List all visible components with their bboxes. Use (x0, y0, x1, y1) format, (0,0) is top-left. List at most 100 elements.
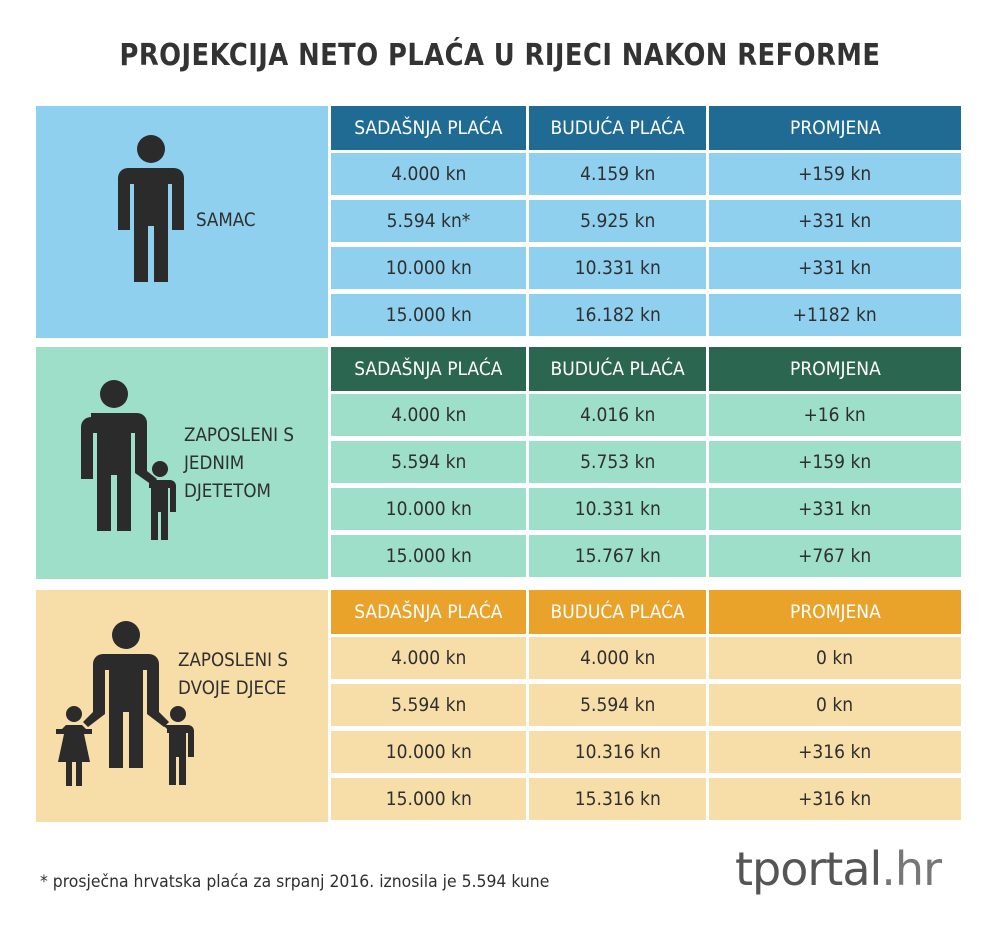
table-cell: 15.000 kn (331, 294, 526, 336)
table-cell-value: +1182 kn (792, 304, 878, 326)
table-cell-value: 10.000 kn (385, 498, 472, 520)
table-cell-value: 5.925 kn (579, 210, 656, 232)
page-title: PROJEKCIJA NETO PLAĆA U RIJECI NAKON REF… (119, 38, 881, 73)
section-1: ZAPOSLENI S JEDNIM DJETETOM SADAŠNJA PLAĆ… (36, 347, 961, 579)
table-cell: +16 kn (709, 394, 961, 436)
table-cell: +159 kn (709, 441, 961, 483)
table-cell-value: 5.753 kn (579, 451, 656, 473)
table-cell: +159 kn (709, 153, 961, 195)
column-header: BUDUĆA PLAĆA (529, 106, 706, 150)
table-cell-value: 10.316 kn (574, 741, 661, 763)
table-cell-value: +316 kn (798, 741, 872, 763)
table-cell-value: 15.000 kn (385, 304, 472, 326)
table-cell: 4.000 kn (331, 394, 526, 436)
table-cell: 4.000 kn (331, 153, 526, 195)
table-cell-value: +331 kn (798, 210, 872, 232)
table-cell: 5.925 kn (529, 200, 706, 242)
section-0: SAMAC SADAŠNJA PLAĆA BUDUĆA PLAĆA PROMJENA 4… (36, 106, 961, 338)
table-cell: 5.753 kn (529, 441, 706, 483)
table-cell-value: 15.767 kn (574, 545, 661, 567)
table-cell-value: 4.000 kn (390, 404, 467, 426)
table-cell: 0 kn (709, 684, 961, 726)
table-cell: 4.000 kn (331, 637, 526, 679)
table-cell: 0 kn (709, 637, 961, 679)
column-header: SADAŠNJA PLAĆA (331, 106, 526, 150)
column-header: PROMJENA (709, 106, 961, 150)
table-cell: 10.000 kn (331, 488, 526, 530)
table-cell-value: 5.594 kn* (386, 210, 471, 232)
logo-dot: . (881, 842, 896, 896)
category-panel: SAMAC (36, 106, 328, 338)
column-header-label: SADAŠNJA PLAĆA (354, 117, 503, 139)
table-cell: +767 kn (709, 535, 961, 577)
table-cell: 5.594 kn* (331, 200, 526, 242)
category-panel: ZAPOSLENI S JEDNIM DJETETOM (36, 347, 328, 579)
table-cell: +316 kn (709, 778, 961, 820)
table-cell: +316 kn (709, 731, 961, 773)
column-header: BUDUĆA PLAĆA (529, 590, 706, 634)
table-cell-value: 4.159 kn (579, 163, 656, 185)
table-cell: 10.000 kn (331, 247, 526, 289)
table-cell-value: 10.331 kn (574, 257, 661, 279)
table-cell-value: 5.594 kn (390, 694, 467, 716)
table-cell-value: +331 kn (798, 257, 872, 279)
table-cell: +1182 kn (709, 294, 961, 336)
table-cell: 4.159 kn (529, 153, 706, 195)
table-cell-value: 4.016 kn (579, 404, 656, 426)
table-cell: 4.000 kn (529, 637, 706, 679)
table-cell: 16.182 kn (529, 294, 706, 336)
table-cell-value: 15.000 kn (385, 788, 472, 810)
table-cell: 15.000 kn (331, 778, 526, 820)
column-header-label: BUDUĆA PLAĆA (550, 358, 685, 380)
table-cell: 5.594 kn (529, 684, 706, 726)
category-label: SAMAC (196, 209, 256, 231)
column-header-label: PROMJENA (789, 601, 881, 623)
parent-with-one-child-icon (74, 379, 184, 549)
table-cell-value: 5.594 kn (390, 451, 467, 473)
column-header: PROMJENA (709, 347, 961, 391)
column-header-label: BUDUĆA PLAĆA (550, 117, 685, 139)
table-cell-value: 10.331 kn (574, 498, 661, 520)
table-cell: +331 kn (709, 488, 961, 530)
table-cell-value: 4.000 kn (579, 647, 656, 669)
column-header: PROMJENA (709, 590, 961, 634)
table-cell-value: +331 kn (798, 498, 872, 520)
column-header: SADAŠNJA PLAĆA (331, 590, 526, 634)
table-cell-value: +159 kn (798, 163, 872, 185)
table-cell-value: +767 kn (798, 545, 872, 567)
table-cell-value: +159 kn (798, 451, 872, 473)
table-cell-value: 10.000 kn (385, 257, 472, 279)
section-2: ZAPOSLENI S DVOJE DJECE SADAŠNJA PLAĆA BUD… (36, 590, 961, 822)
table-cell: 5.594 kn (331, 441, 526, 483)
table-cell: +331 kn (709, 247, 961, 289)
column-header: SADAŠNJA PLAĆA (331, 347, 526, 391)
table-cell: 10.331 kn (529, 247, 706, 289)
table-cell: 4.016 kn (529, 394, 706, 436)
tportal-logo: tportal.hr (735, 842, 942, 896)
logo-main: tportal (735, 842, 882, 896)
table-cell-value: 0 kn (816, 694, 854, 716)
table-cell: 15.767 kn (529, 535, 706, 577)
column-header-label: PROMJENA (789, 117, 881, 139)
table-cell: 10.000 kn (331, 731, 526, 773)
parent-with-two-children-icon (56, 620, 196, 795)
table-cell-value: +16 kn (803, 404, 867, 426)
table-cell: 10.316 kn (529, 731, 706, 773)
category-label: ZAPOSLENI S JEDNIM DJETETOM (184, 424, 294, 502)
column-header-label: SADAŠNJA PLAĆA (354, 601, 503, 623)
table-cell: +331 kn (709, 200, 961, 242)
column-header-label: BUDUĆA PLAĆA (550, 601, 685, 623)
logo-suffix: hr (894, 842, 942, 896)
single-person-icon (106, 134, 196, 289)
table-cell: 5.594 kn (331, 684, 526, 726)
footnote: * prosječna hrvatska plaća za srpanj 201… (40, 872, 550, 892)
table-cell-value: 5.594 kn (579, 694, 656, 716)
table-cell-value: 15.000 kn (385, 545, 472, 567)
column-header-label: SADAŠNJA PLAĆA (354, 358, 503, 380)
category-panel: ZAPOSLENI S DVOJE DJECE (36, 590, 328, 822)
table-cell-value: 4.000 kn (390, 163, 467, 185)
table-cell-value: 0 kn (816, 647, 854, 669)
table-cell-value: 16.182 kn (574, 304, 661, 326)
column-header-label: PROMJENA (789, 358, 881, 380)
column-header: BUDUĆA PLAĆA (529, 347, 706, 391)
